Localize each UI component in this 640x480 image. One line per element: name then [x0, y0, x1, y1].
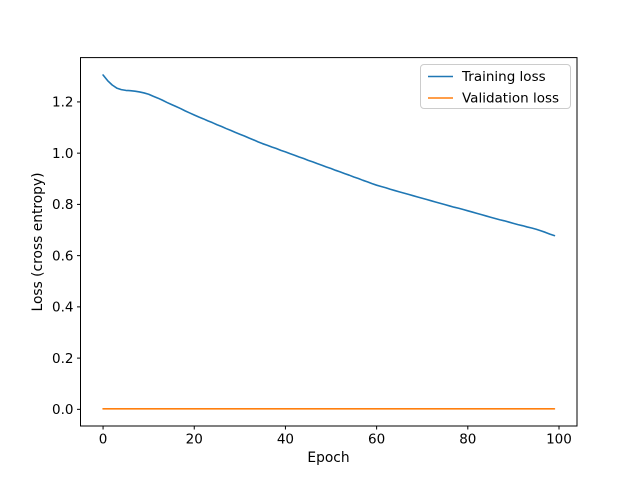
y-axis-ticks: 0.0 0.2 0.4 0.6 0.8 1.0 1.2: [52, 95, 81, 418]
plot-lines: [102, 74, 556, 410]
legend-box: [420, 64, 571, 109]
y-tick-label: 0.2: [52, 351, 73, 367]
legend-label-training: Training loss: [461, 69, 546, 85]
legend-label-validation: Validation loss: [462, 91, 559, 107]
axes-frame: [80, 57, 578, 427]
x-tick-label: 60: [368, 432, 385, 448]
y-tick-label: 1.2: [52, 95, 73, 111]
y-tick-label: 1.0: [52, 146, 73, 162]
y-tick-label: 0.4: [52, 300, 73, 316]
legend: Training loss Validation loss: [420, 64, 571, 109]
x-tick-label: 40: [277, 432, 294, 448]
y-axis-label: Loss (cross entropy): [30, 173, 46, 312]
x-tick-label: 80: [459, 432, 476, 448]
y-tick-label: 0.6: [52, 248, 73, 264]
x-tick-label: 20: [186, 432, 203, 448]
x-tick-label: 0: [99, 432, 108, 448]
x-tick-label: 100: [546, 432, 572, 448]
x-axis-ticks: 0 20 40 60 80 100: [99, 426, 572, 448]
x-axis-label: Epoch: [307, 450, 349, 466]
y-tick-label: 0.8: [52, 197, 73, 213]
y-tick-label: 0.0: [52, 402, 73, 418]
training-loss-line: [102, 74, 556, 237]
